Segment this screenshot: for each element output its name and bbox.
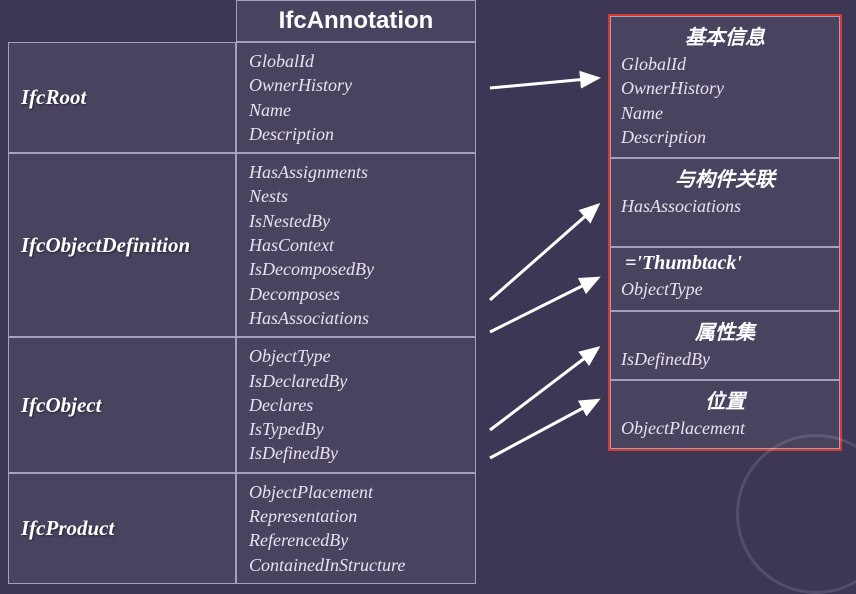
table-row: IfcObject ObjectType IsDeclaredBy Declar… — [8, 337, 476, 472]
attr: Name — [249, 98, 463, 122]
attr: ContainedInStructure — [249, 553, 463, 577]
right-block-placement: 位置 ObjectPlacement — [610, 380, 840, 449]
left-hierarchy-table: IfcAnnotation IfcRoot GlobalId OwnerHist… — [8, 0, 476, 584]
attr: HasContext — [249, 233, 463, 257]
right-attr: ObjectPlacement — [621, 416, 829, 440]
right-attr: HasAssociations — [621, 194, 829, 218]
attr: Description — [249, 122, 463, 146]
right-attr: GlobalId — [621, 52, 829, 76]
attr: Declares — [249, 393, 463, 417]
right-block-assoc: 与构件关联 HasAssociations — [610, 158, 840, 247]
attr: IsDecomposedBy — [249, 257, 463, 281]
row-attrs-ifcproduct: ObjectPlacement Representation Reference… — [236, 473, 476, 584]
row-attrs-ifcroot: GlobalId OwnerHistory Name Description — [236, 42, 476, 153]
attr: IsTypedBy — [249, 417, 463, 441]
right-block-basic: 基本信息 GlobalId OwnerHistory Name Descript… — [610, 16, 840, 158]
attr: OwnerHistory — [249, 73, 463, 97]
right-attr: Name — [621, 101, 829, 125]
right-attr: ObjectType — [621, 277, 829, 301]
row-attrs-ifcobject: ObjectType IsDeclaredBy Declares IsTyped… — [236, 337, 476, 472]
right-summary-panel: 基本信息 GlobalId OwnerHistory Name Descript… — [608, 14, 842, 451]
row-label-ifcobjectdefinition: IfcObjectDefinition — [8, 153, 236, 337]
attr: IsDefinedBy — [249, 441, 463, 465]
right-block-thumbtack: ='Thumbtack' ObjectType — [610, 247, 840, 310]
table-row: IfcRoot GlobalId OwnerHistory Name Descr… — [8, 42, 476, 153]
right-title: 属性集 — [621, 316, 829, 345]
attr: Decomposes — [249, 282, 463, 306]
attr: IsDeclaredBy — [249, 369, 463, 393]
right-attr: OwnerHistory — [621, 76, 829, 100]
table-row: IfcObjectDefinition HasAssignments Nests… — [8, 153, 476, 337]
right-block-propset: 属性集 IsDefinedBy — [610, 311, 840, 380]
attr: GlobalId — [249, 49, 463, 73]
attr: IsNestedBy — [249, 209, 463, 233]
watermark-seal-icon — [736, 434, 856, 594]
attr: Representation — [249, 504, 463, 528]
row-label-ifcroot: IfcRoot — [8, 42, 236, 153]
right-title: 与构件关联 — [621, 163, 829, 192]
row-label-ifcproduct: IfcProduct — [8, 473, 236, 584]
right-title: 位置 — [621, 385, 829, 414]
attr: ObjectPlacement — [249, 480, 463, 504]
row-attrs-ifcobjectdefinition: HasAssignments Nests IsNestedBy HasConte… — [236, 153, 476, 337]
table-header: IfcAnnotation — [236, 0, 476, 42]
right-attr: IsDefinedBy — [621, 347, 829, 371]
attr: ReferencedBy — [249, 528, 463, 552]
attr: ObjectType — [249, 344, 463, 368]
attr: Nests — [249, 184, 463, 208]
row-label-ifcobject: IfcObject — [8, 337, 236, 472]
table-row: IfcProduct ObjectPlacement Representatio… — [8, 473, 476, 584]
right-title: ='Thumbtack' — [621, 252, 829, 275]
right-attr: Description — [621, 125, 829, 149]
attr: HasAssociations — [249, 306, 463, 330]
attr: HasAssignments — [249, 160, 463, 184]
right-title: 基本信息 — [621, 21, 829, 50]
